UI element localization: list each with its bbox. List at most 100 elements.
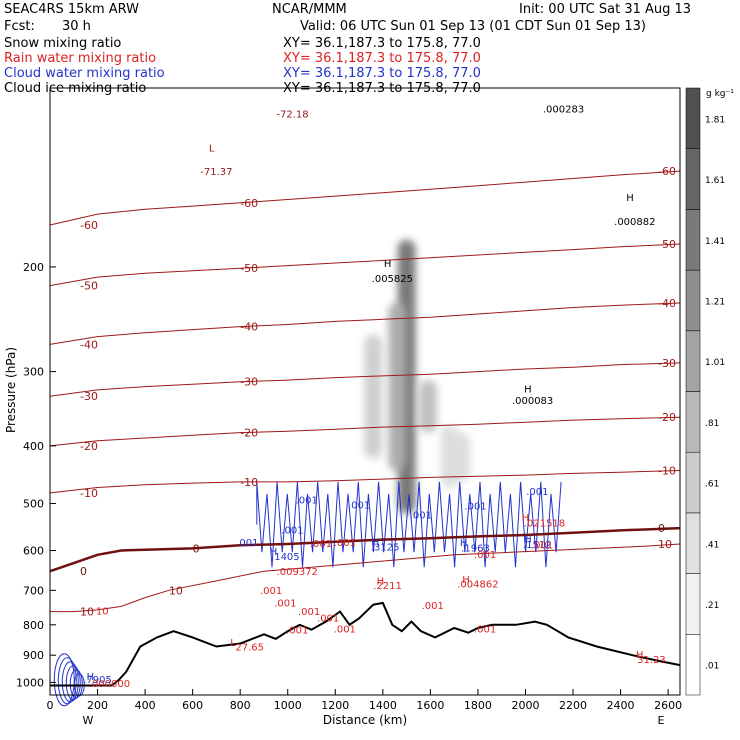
- annotation-28: .001: [310, 539, 332, 550]
- x-tick-label-7: 1400: [369, 699, 397, 712]
- annotation-32: .001: [298, 607, 320, 618]
- annotation-34: .001: [286, 626, 308, 637]
- snow-core-2: [364, 334, 383, 459]
- annotation-25: H: [87, 672, 95, 683]
- colorbar-label-9: 1.81: [705, 115, 725, 125]
- temp-label-1-2: 0: [658, 522, 665, 535]
- colorbar-segment-0: [685, 634, 701, 696]
- annotation-2: L: [209, 144, 215, 155]
- temp-contour-1: [49, 526, 681, 573]
- annotation-29: .001: [334, 538, 356, 549]
- x-axis-label: Distance (km): [323, 713, 407, 727]
- annotation-27: .009372: [277, 567, 318, 578]
- cloud-water-cluster-4: [69, 669, 83, 699]
- annotation-10: .001: [296, 495, 318, 506]
- colorbar-segment-1: [685, 573, 701, 635]
- colorbar-segment-9: [685, 87, 701, 149]
- annotation-11: .001: [348, 501, 370, 512]
- annotation-15: .001: [281, 526, 303, 537]
- temp-contour-4: [49, 362, 681, 397]
- temp-label-6-1: -50: [240, 262, 258, 275]
- annotation-45: .021518: [524, 519, 565, 530]
- temp-label-3-0: -20: [80, 440, 98, 453]
- y-tick-label-0: 200: [23, 261, 44, 274]
- annotation-22: .1512: [523, 540, 552, 551]
- x-tick-label-0: 0: [47, 699, 54, 712]
- org-title: NCAR/MMM: [272, 2, 347, 17]
- colorbar-segment-2: [685, 512, 701, 574]
- annotation-49: 31.23: [637, 655, 666, 666]
- annotation-0: -71.37: [200, 167, 232, 178]
- annotation-3: H: [384, 259, 392, 270]
- temp-label-2-0: -10: [80, 487, 98, 500]
- x-tick-label-8: 1600: [416, 699, 444, 712]
- x-tick-label-1: 200: [87, 699, 108, 712]
- temp-label-6-0: -50: [80, 280, 98, 293]
- annotation-42: H: [462, 575, 470, 586]
- annotation-51: .000000: [89, 679, 130, 690]
- annotation-18: .1405: [271, 552, 300, 563]
- temp-label-5-0: -40: [80, 338, 98, 351]
- cloud-water-cluster-1: [57, 657, 77, 705]
- cloud-water-cluster-3: [65, 665, 81, 701]
- annotation-36: .001: [422, 601, 444, 612]
- annotation-41: .2211: [373, 581, 402, 592]
- colorbar-segment-7: [685, 209, 701, 271]
- cloud-water-cluster-2: [61, 661, 79, 703]
- x-tick-label-6: 1200: [321, 699, 349, 712]
- annotation-47: 27.65: [235, 642, 264, 653]
- temp-label-5-2: -40: [658, 297, 676, 310]
- temp-label-2-2: -10: [658, 464, 676, 477]
- temp-label-4-2: -30: [658, 357, 676, 370]
- annotation-46: L: [230, 638, 236, 649]
- field-name-snow: Snow mixing ratio: [4, 36, 122, 51]
- temp-label-2-1: -10: [240, 476, 258, 489]
- field-xy-cloudwater: XY= 36.1,187.3 to 175.8, 77.0: [283, 66, 481, 81]
- annotation-37: .001: [474, 625, 496, 636]
- y-tick-label-4: 600: [23, 545, 44, 558]
- annotation-9: .000283: [543, 105, 584, 116]
- annotation-5: H: [524, 384, 532, 395]
- temp-contour-5: [49, 302, 681, 345]
- y-tick-label-1: 300: [23, 366, 44, 379]
- colorbar-unit: g kg⁻¹: [706, 89, 734, 99]
- annotation-24: .3125: [371, 543, 400, 554]
- annotation-12: .001: [410, 511, 432, 522]
- temp-contour-2: [49, 470, 681, 494]
- y-tick-label-3: 500: [23, 497, 44, 510]
- colorbar-label-5: 1.01: [705, 358, 725, 368]
- temp-contour-7: [49, 170, 681, 226]
- x-tick-label-12: 2400: [607, 699, 635, 712]
- cloud-water-contour-0: [256, 481, 562, 568]
- annotation-39: .001: [531, 540, 553, 551]
- colorbar-label-3: .61: [705, 480, 719, 490]
- snow-core-3: [419, 380, 437, 433]
- x-tick-label-13: 2600: [654, 699, 682, 712]
- temp-label-4-0: -30: [80, 390, 98, 403]
- model-title: SEAC4RS 15km ARW: [4, 2, 140, 17]
- cloud-water-cluster-0: [53, 653, 75, 707]
- x-tick-label-9: 1800: [464, 699, 492, 712]
- field-xy-snow: XY= 36.1,187.3 to 175.8, 77.0: [283, 36, 481, 51]
- snow-core-5: [452, 432, 471, 482]
- temp-contour-6: [49, 243, 681, 287]
- init-time: Init: 00 UTC Sat 31 Aug 13: [519, 2, 692, 17]
- annotation-35: .001: [334, 625, 356, 636]
- temp-label-1-1: 0: [193, 542, 200, 555]
- annotation-19: H: [460, 538, 468, 549]
- colorbar-segment-8: [685, 148, 701, 210]
- y-tick-label-8: 1000: [16, 676, 44, 689]
- annotation-13: .001: [464, 502, 486, 513]
- colorbar-segment-3: [685, 451, 701, 514]
- west-label: W: [83, 714, 94, 727]
- annotation-21: H: [524, 535, 532, 546]
- annotation-50: 10: [96, 606, 109, 617]
- x-tick-label-10: 2000: [511, 699, 539, 712]
- temp-label-6-2: -50: [658, 238, 676, 251]
- valid-time: Valid: 06 UTC Sun 01 Sep 13 (01 CDT Sun …: [300, 19, 646, 34]
- annotation-40: H: [377, 577, 385, 588]
- y-tick-label-2: 400: [23, 440, 44, 453]
- annotation-17: H: [270, 547, 278, 558]
- annotation-23: H: [372, 537, 380, 548]
